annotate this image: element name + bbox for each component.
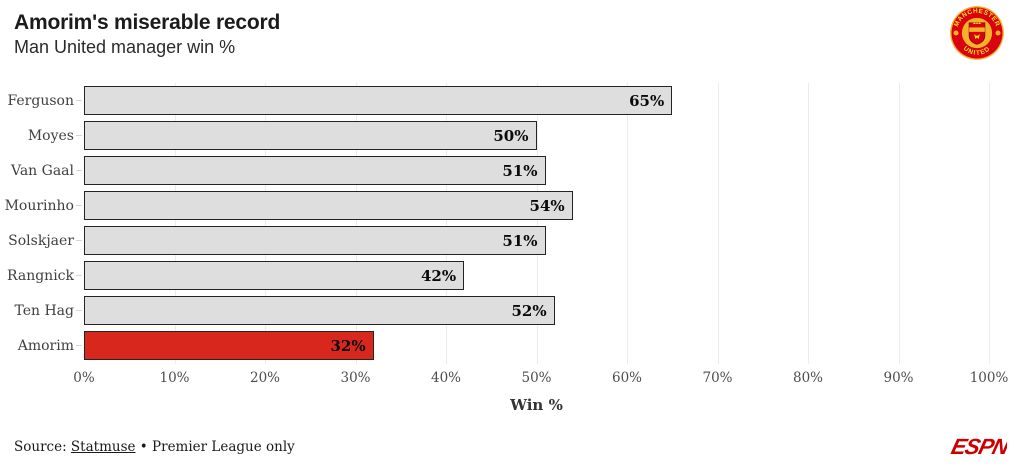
x-tick-label: 0% <box>73 370 95 386</box>
x-tick-label: 30% <box>340 370 371 386</box>
plot-area: Win % Ferguson 65% Moyes 50% Van Gaal 51% Mour… <box>5 83 1008 414</box>
category-label: Ferguson <box>7 92 74 109</box>
y-axis-tick <box>76 240 82 241</box>
x-tick-label: 90% <box>883 370 914 386</box>
bar-amorim[interactable]: 32% <box>84 331 374 360</box>
gridline <box>808 83 809 364</box>
bar-row: Ferguson 65% <box>7 86 989 115</box>
x-tick-label: 10% <box>159 370 190 386</box>
source-rest: • Premier League only <box>139 439 295 455</box>
bar-ferguson[interactable]: 65% <box>84 86 673 115</box>
bar-row: Moyes 50% <box>28 121 989 150</box>
gridline <box>446 83 447 364</box>
bar-value-label: 32% <box>330 336 366 355</box>
y-axis-tick <box>76 135 82 136</box>
x-tick-label: 70% <box>702 370 733 386</box>
bar-row: Rangnick 42% <box>7 261 989 290</box>
bar-value-label: 51% <box>502 161 538 180</box>
gridline <box>174 83 176 364</box>
bar-row: Solskjaer 51% <box>8 226 989 255</box>
source-link[interactable]: Statmuse <box>70 439 136 455</box>
x-tick-label: 80% <box>792 370 824 386</box>
gridline <box>536 83 538 364</box>
gridline <box>989 83 990 364</box>
bar-value-label: 51% <box>502 231 538 250</box>
category-label: Rangnick <box>6 267 74 284</box>
espn-logo-text: ESPN <box>949 434 1007 459</box>
bar-moyes[interactable]: 50% <box>84 121 537 150</box>
x-tick-label: 20% <box>249 370 281 386</box>
bar-row: Amorim 32% <box>18 331 989 360</box>
category-label: Moyes <box>27 127 74 144</box>
bar-row: Van Gaal 51% <box>11 156 989 185</box>
gridline <box>355 83 357 364</box>
manchester-united-crest-icon: MANCHESTER UNITED <box>950 6 1004 60</box>
bar-row: Ten Hag 52% <box>14 296 989 325</box>
bar-value-label: 52% <box>511 301 547 320</box>
bar-row: Mourinho 54% <box>5 191 989 220</box>
y-axis-tick <box>76 310 82 311</box>
source-label: Source: <box>14 439 67 455</box>
bar-ten-hag[interactable]: 52% <box>84 296 555 325</box>
espn-logo-icon: ESPN <box>949 434 1007 459</box>
x-axis: 0% 10% 20% 30% 40% 50% 60% 70% 80% 90% 100% <box>73 370 1008 388</box>
source-note: Source: Statmuse • Premier League only <box>14 439 295 455</box>
x-tick-label: 40% <box>430 370 462 386</box>
x-tick-label: 100% <box>969 370 1009 386</box>
y-axis-tick <box>76 205 82 206</box>
category-label: Solskjaer <box>8 232 74 249</box>
x-tick-label: 60% <box>611 370 643 386</box>
y-axis-tick <box>76 345 82 346</box>
bar-value-label: 50% <box>493 126 529 145</box>
gridline <box>265 83 266 364</box>
bar-value-label: 54% <box>529 196 565 215</box>
x-axis-title: Win % <box>510 396 563 414</box>
bar-value-label: 65% <box>629 91 665 110</box>
bar-solskjaer[interactable]: 51% <box>84 226 546 255</box>
bar-mourinho[interactable]: 54% <box>84 191 573 220</box>
bar-value-label: 42% <box>420 266 457 285</box>
page-title: Amorim's miserable record <box>14 11 281 34</box>
category-label: Van Gaal <box>11 162 74 179</box>
page-subtitle: Man United manager win % <box>14 37 236 57</box>
x-tick-label: 50% <box>521 370 552 386</box>
gridline <box>898 83 900 364</box>
gridline <box>627 83 628 364</box>
bar-van-gaal[interactable]: 51% <box>84 156 546 185</box>
crest-bottom-text: UNITED <box>962 45 991 57</box>
y-axis-tick <box>76 170 82 171</box>
category-label: Ten Hag <box>14 302 74 319</box>
gridline <box>717 83 719 364</box>
category-label: Mourinho <box>4 197 74 214</box>
y-axis-tick <box>76 275 82 276</box>
bar-rangnick[interactable]: 42% <box>84 261 465 290</box>
category-label: Amorim <box>17 337 74 354</box>
y-axis-tick <box>76 100 82 101</box>
svg-text:UNITED: UNITED <box>962 45 992 57</box>
